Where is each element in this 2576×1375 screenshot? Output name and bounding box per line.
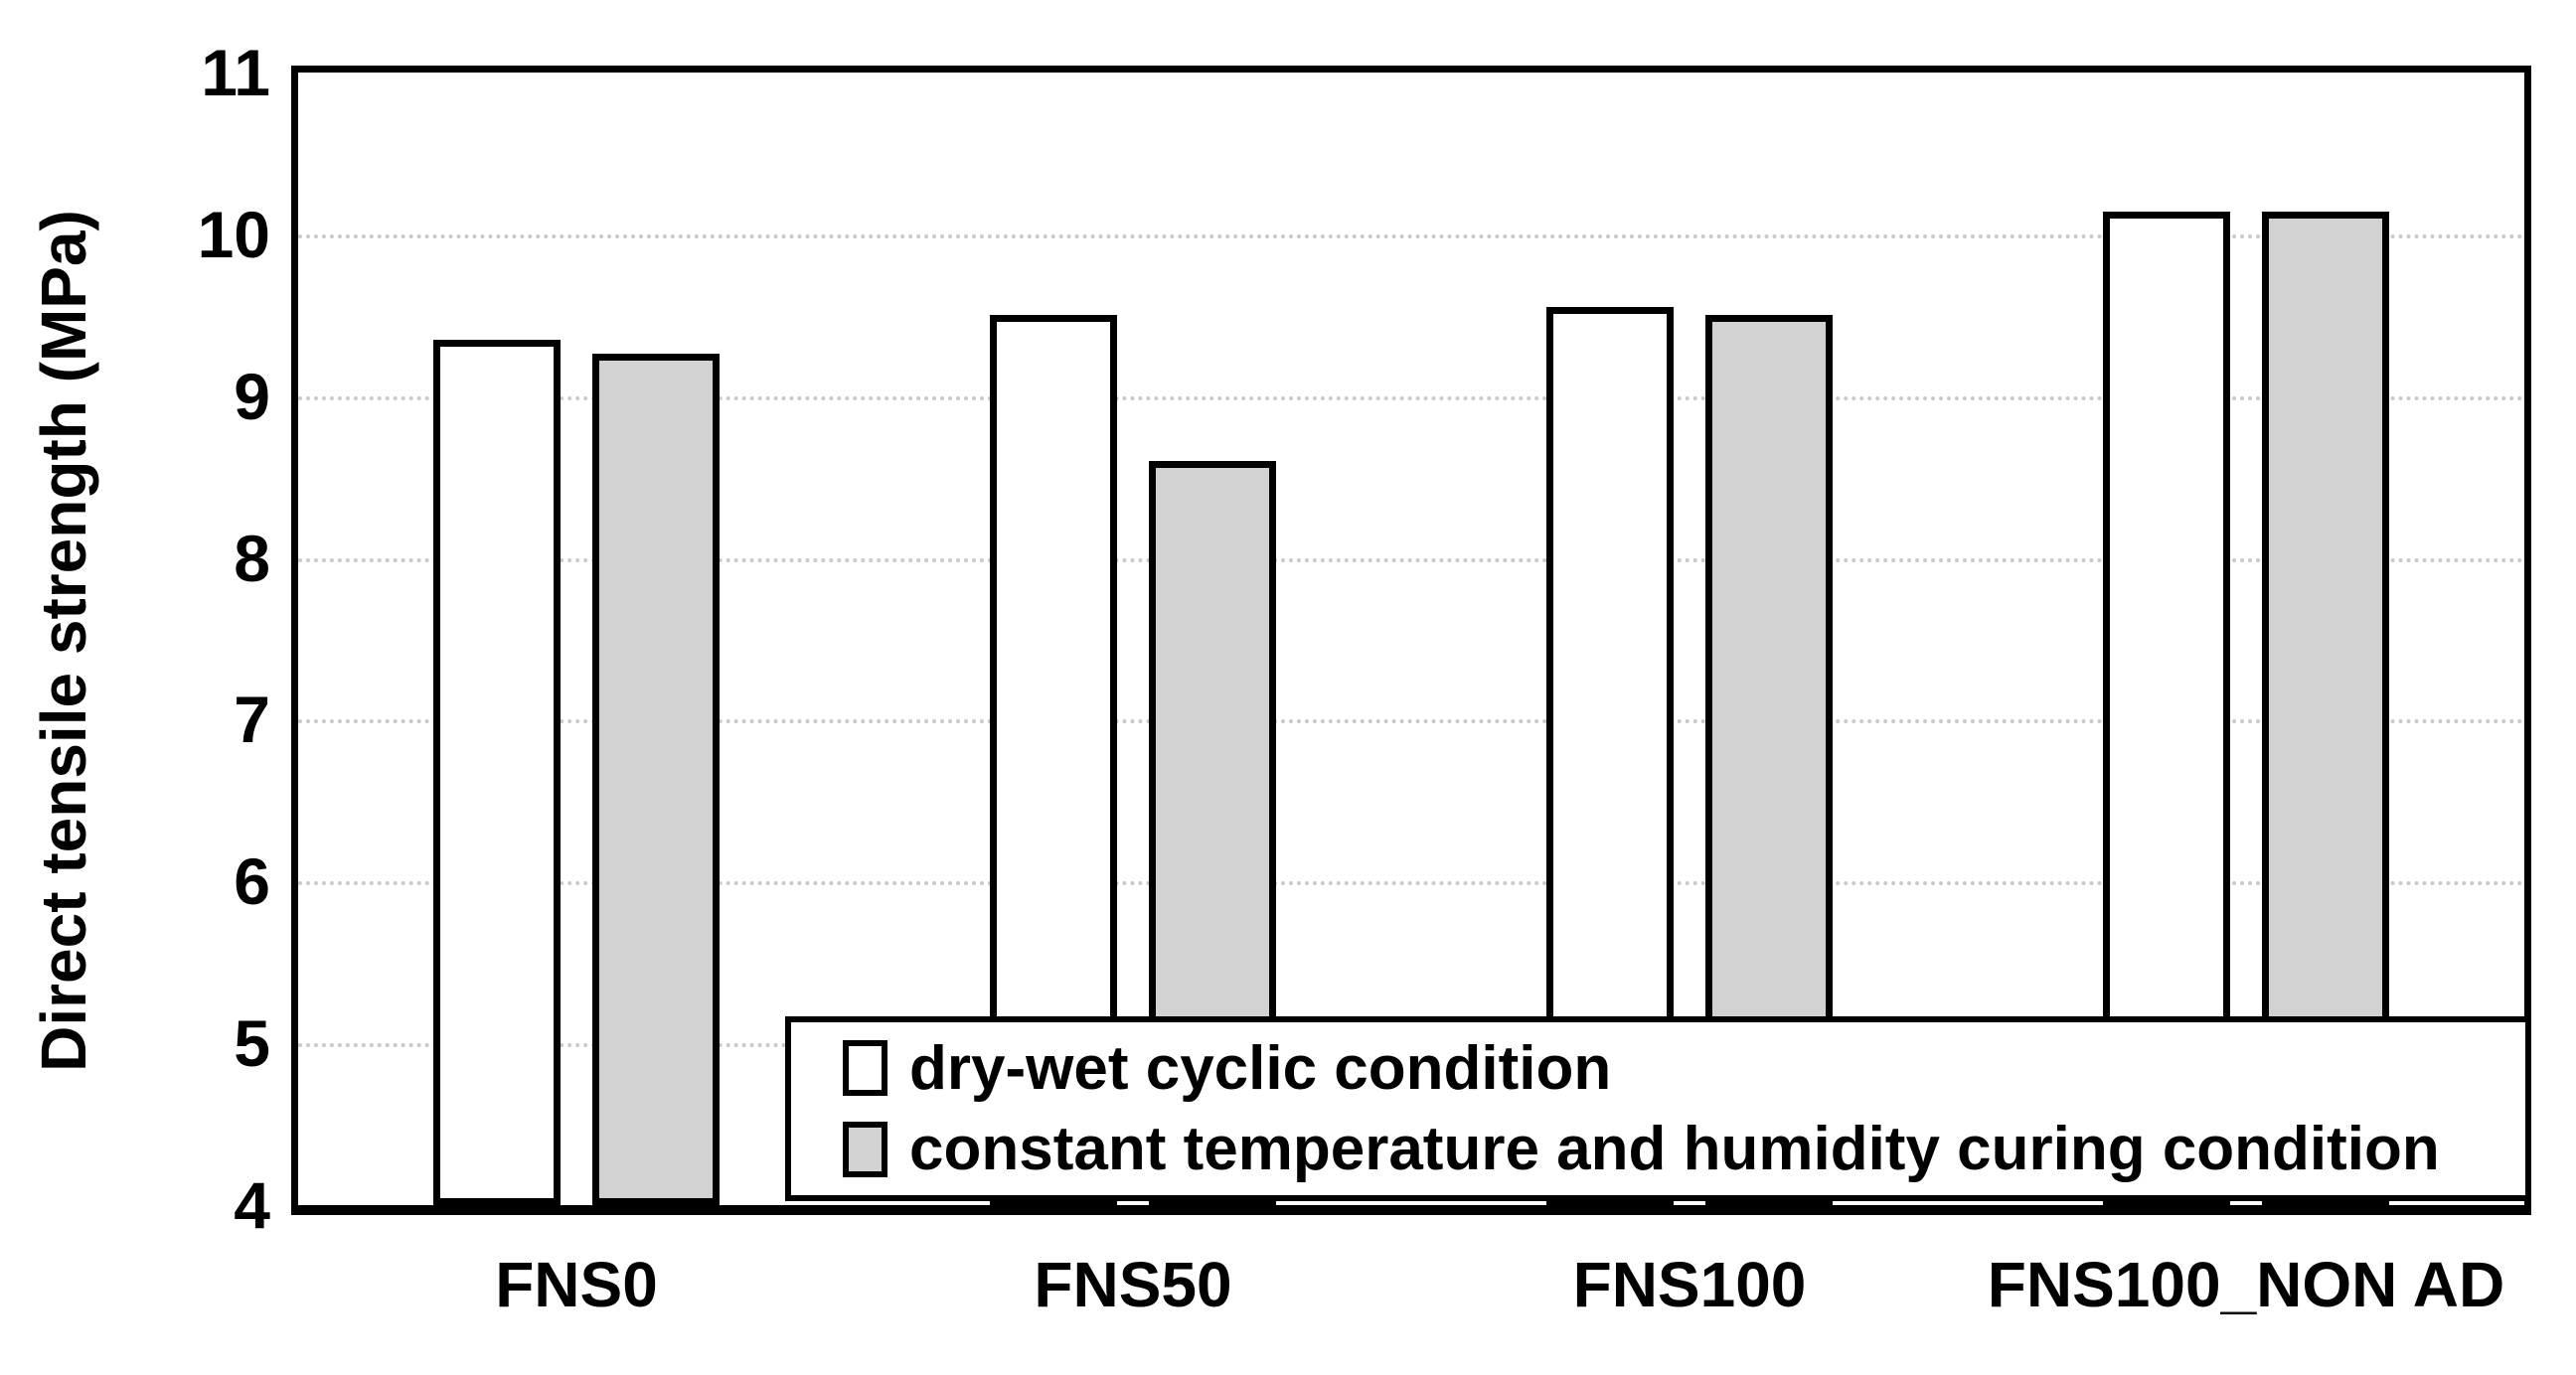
y-axis-title: Direct tensile strength (MPa) [28, 210, 99, 1072]
x-category-label-FNS0: FNS0 [495, 1249, 658, 1320]
legend-marker-icon [843, 1121, 887, 1177]
legend-marker-icon [843, 1040, 887, 1097]
y-tick-label-11: 11 [201, 36, 270, 109]
gridline-y-9 [298, 396, 2524, 400]
legend-label: dry-wet cyclic condition [909, 1033, 1612, 1103]
gridline-y-8 [298, 558, 2524, 562]
x-category-label-FNS100: FNS100 [1572, 1249, 1807, 1320]
x-category-label-FNS50: FNS50 [1034, 1249, 1232, 1320]
legend-label: constant temperature and humidity curing… [909, 1115, 2440, 1184]
y-tick-label-6: 6 [234, 844, 270, 918]
plot-area [291, 66, 2531, 1215]
legend: dry-wet cyclic condition constant tempera… [785, 1016, 2531, 1201]
legend-item-1: constant temperature and humidity curing… [843, 1114, 2525, 1184]
y-tick-label-9: 9 [234, 360, 270, 433]
y-tick-label-10: 10 [197, 198, 270, 271]
x-category-label-FNS100_NON AD: FNS100_NON AD [1987, 1249, 2505, 1320]
y-tick-label-7: 7 [234, 683, 270, 756]
gridline-y-10 [298, 234, 2524, 238]
legend-item-0: dry-wet cyclic condition [843, 1033, 2525, 1104]
bar-FNS0-series-1 [592, 354, 720, 1205]
y-tick-label-4: 4 [234, 1168, 270, 1242]
gridline-y-7 [298, 719, 2524, 723]
y-tick-label-5: 5 [234, 1006, 270, 1080]
gridline-y-6 [298, 881, 2524, 885]
y-tick-label-8: 8 [234, 522, 270, 595]
bar-FNS0-series-0 [433, 340, 561, 1205]
